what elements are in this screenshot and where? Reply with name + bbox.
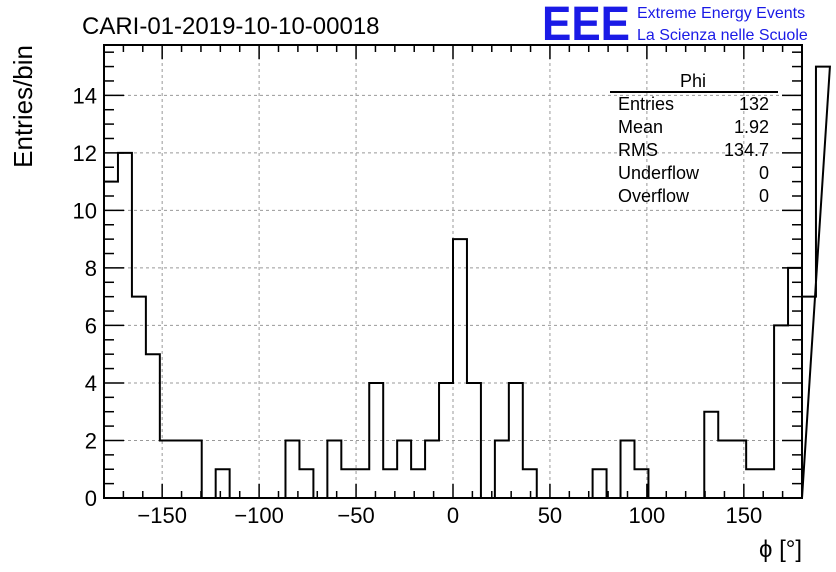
stats-label: RMS [618, 140, 658, 160]
axis-ticks [104, 45, 802, 498]
x-tick-label: −150 [137, 503, 187, 528]
stats-label: Mean [618, 117, 663, 137]
stats-box: Phi Entries 132 Mean 1.92 RMS 134.7 Underflow 0… [610, 71, 778, 206]
x-tick-label: −100 [234, 503, 284, 528]
eee-logo-mark: EEE [542, 0, 630, 51]
x-axis-label: ϕ [°] [759, 536, 802, 563]
stats-label: Entries [618, 94, 674, 114]
x-tick-labels: −150 −100 −50 0 50 100 150 [137, 503, 762, 528]
x-tick-label: 50 [538, 503, 562, 528]
y-axis-label: Entries/bin [8, 45, 38, 168]
y-tick-label: 8 [85, 256, 97, 281]
stats-title: Phi [680, 71, 706, 91]
y-tick-label: 2 [85, 428, 97, 453]
y-tick-label: 12 [73, 141, 97, 166]
stats-value: 1.92 [734, 117, 769, 137]
x-tick-label: −50 [337, 503, 374, 528]
stats-value: 132 [739, 94, 769, 114]
eee-logo-line2: La Scienza nelle Scuole [637, 27, 808, 44]
x-tick-label: 150 [725, 503, 762, 528]
chart-title: CARI-01-2019-10-10-00018 [82, 13, 380, 40]
stats-value: 0 [759, 163, 769, 183]
eee-logo: EEE Extreme Energy Events La Scienza nel… [542, 0, 808, 51]
histogram-line [103, 65, 831, 499]
x-tick-label: 100 [629, 503, 666, 528]
y-tick-label: 4 [85, 371, 97, 396]
eee-logo-line1: Extreme Energy Events [637, 5, 805, 22]
stats-value: 134.7 [724, 140, 769, 160]
stats-value: 0 [759, 186, 769, 206]
stats-label: Underflow [618, 163, 700, 183]
x-tick-label: 0 [447, 503, 459, 528]
y-tick-labels: 0 2 4 6 8 10 12 14 [73, 83, 97, 511]
y-tick-label: 0 [85, 486, 97, 511]
y-tick-label: 10 [73, 198, 97, 223]
y-tick-label: 14 [73, 83, 97, 108]
y-tick-label: 6 [85, 313, 97, 338]
stats-label: Overflow [618, 186, 690, 206]
